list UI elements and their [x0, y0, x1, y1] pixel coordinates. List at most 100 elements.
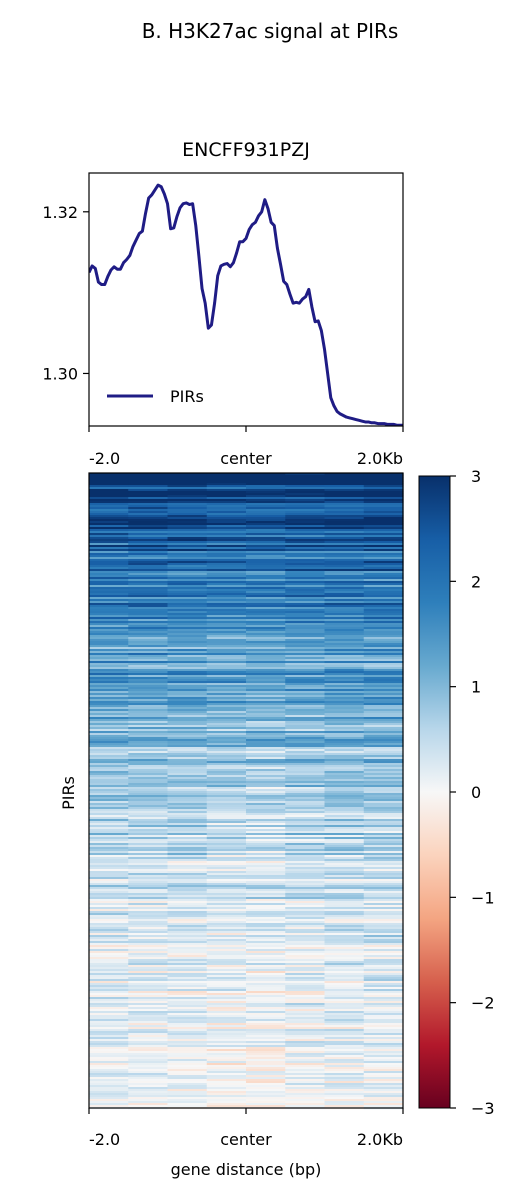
heatmap-cell [324, 503, 365, 506]
heatmap-cell [206, 665, 247, 668]
heatmap-cell [324, 519, 365, 522]
heatmap-cell [246, 961, 286, 964]
heatmap-cell [89, 587, 129, 590]
heatmap-cell [285, 817, 326, 820]
heatmap-cell [128, 659, 169, 662]
heatmap-cell [167, 669, 208, 672]
heatmap-cell [167, 925, 208, 928]
heatmap-cell [285, 893, 326, 896]
heatmap-cell [246, 899, 286, 902]
heatmap-cell [324, 561, 365, 564]
heatmap-cell [285, 871, 326, 874]
heatmap-cell [167, 1045, 208, 1048]
heatmap-cell [324, 873, 365, 876]
heatmap-cell [324, 867, 365, 870]
heatmap-cell [363, 1051, 404, 1054]
heatmap-cell [324, 655, 365, 658]
heatmap-cell [89, 509, 129, 512]
heatmap-cell [285, 717, 326, 720]
heatmap-cell [89, 511, 129, 514]
heatmap-cell [206, 677, 247, 680]
heatmap-cell [128, 705, 169, 708]
heatmap-cell [89, 651, 129, 654]
heatmap-cell [167, 877, 208, 880]
heatmap-cell [128, 949, 169, 952]
heatmap-cell [246, 785, 286, 788]
heatmap-cell [206, 1037, 247, 1040]
heatmap-cell [246, 633, 286, 636]
heatmap-cell [285, 759, 326, 762]
heatmap-cell [324, 993, 365, 996]
heatmap-cell [89, 981, 129, 984]
heatmap-cell [246, 509, 286, 512]
heatmap-cell [324, 949, 365, 952]
heatmap-cell [363, 1009, 404, 1012]
heatmap-cell [285, 1099, 326, 1102]
heatmap-cell [324, 1069, 365, 1072]
heatmap-cell [324, 1075, 365, 1078]
heatmap-cell [128, 501, 169, 504]
heatmap-cell [363, 901, 404, 904]
heatmap-cell [285, 1091, 326, 1094]
heatmap-cell [167, 771, 208, 774]
heatmap-cell [246, 857, 286, 860]
heatmap-cell [285, 997, 326, 1000]
heatmap-cell [285, 641, 326, 644]
heatmap-cell [285, 701, 326, 704]
heatmap-cell [285, 689, 326, 692]
heatmap-cell [167, 571, 208, 574]
heatmap-cell [363, 575, 404, 578]
heatmap-cell [285, 555, 326, 558]
heatmap-cell [285, 969, 326, 972]
heatmap-cell [89, 571, 129, 574]
heatmap-cell [167, 683, 208, 686]
heatmap-cell [285, 783, 326, 786]
heatmap-cell [363, 649, 404, 652]
heatmap-cell [167, 709, 208, 712]
heatmap-cell [89, 481, 129, 484]
heatmap-cell [246, 565, 286, 568]
heatmap-cell [363, 691, 404, 694]
heatmap-cell [167, 773, 208, 776]
heatmap-cell [167, 1049, 208, 1052]
heatmap-cell [324, 639, 365, 642]
colorbar-tick-label: 1 [471, 678, 481, 697]
heatmap-cell [167, 745, 208, 748]
heatmap-cell [285, 757, 326, 760]
heatmap-cell [246, 623, 286, 626]
heatmap-cell [128, 551, 169, 554]
heatmap-cell [246, 813, 286, 816]
heatmap-cell [324, 725, 365, 728]
heatmap-cell [246, 549, 286, 552]
heatmap-cell [363, 835, 404, 838]
heatmap-cell [206, 933, 247, 936]
heatmap-cell [363, 517, 404, 520]
heatmap-cell [246, 475, 286, 478]
heatmap-cell [206, 587, 247, 590]
heatmap-cell [285, 739, 326, 742]
heatmap-cell [324, 1007, 365, 1010]
heatmap-cell [285, 1049, 326, 1052]
heatmap-cell [363, 783, 404, 786]
heatmap-cell [363, 629, 404, 632]
heatmap-cell [167, 1083, 208, 1086]
heatmap-cell [89, 871, 129, 874]
heatmap-cell [246, 649, 286, 652]
heatmap-cell [167, 1013, 208, 1016]
heatmap-cell [206, 541, 247, 544]
heatmap-cell [167, 527, 208, 530]
heatmap-cell [206, 545, 247, 548]
heatmap-cell [246, 799, 286, 802]
heatmap-cell [206, 521, 247, 524]
heatmap-cell [285, 715, 326, 718]
heatmap-cell [324, 497, 365, 500]
heatmap-cell [167, 615, 208, 618]
heatmap-cell [246, 1029, 286, 1032]
heatmap-cell [324, 929, 365, 932]
heatmap-cell [167, 505, 208, 508]
heatmap-x-tick-label: center [220, 1130, 272, 1149]
heatmap-cell [206, 869, 247, 872]
heatmap-cell [363, 669, 404, 672]
heatmap-cell [167, 963, 208, 966]
heatmap-cell [246, 517, 286, 520]
